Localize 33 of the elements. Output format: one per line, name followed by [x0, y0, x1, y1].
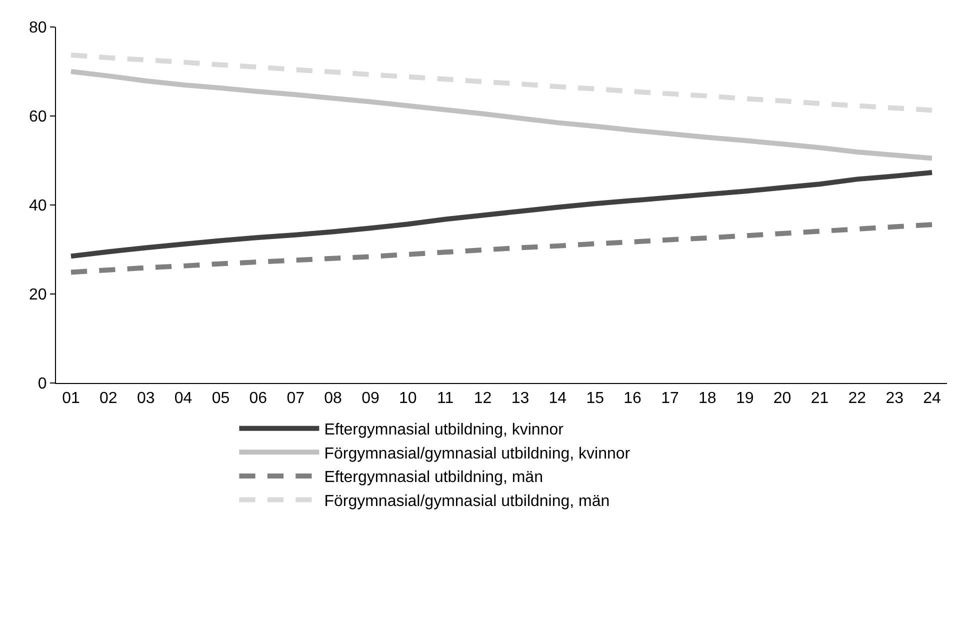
x-tick-label: 17 [661, 390, 679, 408]
y-tick-label: 0 [38, 376, 47, 393]
x-tick-label: 18 [698, 390, 716, 408]
x-tick-label: 10 [399, 390, 417, 408]
legend-label: Förgymnasial/gymnasial utbildning, män [324, 493, 610, 510]
x-tick-label: 11 [437, 390, 454, 408]
x-tick-label: 14 [548, 390, 567, 408]
y-tick-label: 60 [29, 108, 47, 126]
x-tick-label: 02 [100, 390, 118, 408]
x-tick-label: 16 [624, 390, 642, 408]
x-tick-label: 22 [848, 390, 866, 408]
x-tick-label: 21 [810, 390, 829, 408]
x-tick-label: 19 [736, 390, 754, 408]
legend-label: Eftergymnasial utbildning, män [324, 469, 543, 486]
x-tick-label: 01 [62, 390, 80, 408]
x-tick-label: 24 [923, 390, 942, 408]
legend-label: Eftergymnasial utbildning, kvinnor [324, 422, 564, 439]
x-tick-label: 15 [586, 390, 604, 408]
y-tick-label: 80 [29, 20, 47, 37]
x-tick-label: 12 [474, 390, 492, 408]
x-tick-label: 09 [362, 390, 380, 408]
x-tick-label: 07 [286, 390, 305, 408]
y-tick-label: 40 [29, 198, 47, 215]
x-tick-label: 13 [511, 390, 530, 408]
x-tick-label: 06 [249, 390, 268, 408]
x-tick-label: 04 [174, 390, 192, 408]
legend-label: Förgymnasial/gymnasial utbildning, kvinnor [324, 445, 631, 462]
x-tick-label: 23 [886, 390, 904, 408]
x-tick-label: 20 [773, 390, 792, 408]
x-tick-label: 05 [212, 390, 230, 408]
x-tick-label: 03 [136, 390, 155, 408]
x-tick-label: 08 [324, 390, 342, 408]
y-tick-label: 20 [29, 286, 47, 304]
